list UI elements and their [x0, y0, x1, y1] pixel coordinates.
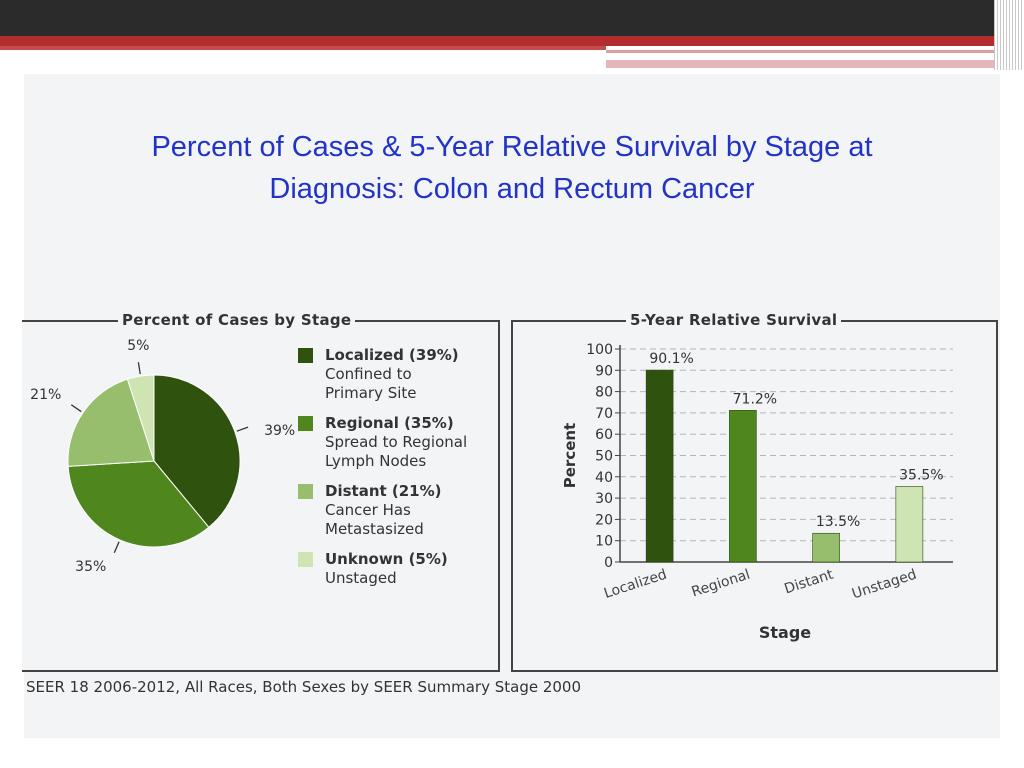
pie-label-localized: 39% [264, 423, 295, 439]
pie-legend: Localized (39%) Confined to Primary Site… [298, 346, 498, 618]
slide-title-line1: Percent of Cases & 5-Year Relative Survi… [151, 131, 873, 163]
y-tick-label: 40 [595, 470, 613, 486]
pie-slice-distant [67, 378, 155, 467]
y-tick-label: 50 [595, 449, 613, 465]
bar-localized [645, 369, 674, 563]
legend-title-distant: Distant (21%) [325, 482, 442, 500]
legend-desc-regional-1: Spread to Regional [325, 433, 468, 451]
pie-leader-localized [236, 426, 249, 432]
slide-title: Percent of Cases & 5-Year Relative Survi… [24, 126, 1000, 210]
legend-item-unknown: Unknown (5%) Unstaged [298, 550, 498, 618]
pie-label-regional: 35% [75, 559, 106, 575]
bar-chart: 0 10 20 30 40 50 60 70 80 90 100 90.1% Localized 71.2… [561, 342, 953, 642]
legend-desc-unknown-1: Unstaged [325, 569, 397, 587]
legend-item-localized: Localized (39%) Confined to Primary Site [298, 346, 498, 414]
bar-data-label-regional: 71.2% [733, 391, 777, 407]
pie-slice-unknown [126, 374, 155, 462]
legend-title-localized: Localized (39%) [325, 346, 459, 364]
x-tick-label-regional: Regional [690, 567, 752, 601]
bar-distant [812, 532, 840, 563]
pie-panel: Percent of Cases by Stage 39% 35% 21% 5% Lo… [22, 311, 500, 672]
legend-desc-regional-2: Lymph Nodes [325, 452, 427, 470]
bar-data-label-localized: 90.1% [649, 351, 693, 367]
bar-panel: 5-Year Relative Survival 0 10 20 30 40 50 60 70… [511, 311, 998, 672]
legend-item-distant: Distant (21%) Cancer Has Metastasized [298, 482, 498, 550]
y-axis-title: Percent [561, 423, 579, 488]
pie-leader-unknown [137, 362, 141, 375]
x-axis-title: Stage [759, 623, 811, 642]
slide-title-line2: Diagnosis: Colon and Rectum Cancer [269, 173, 755, 205]
legend-item-regional: Regional (35%) Spread to Regional Lymph … [298, 414, 498, 482]
bar-regional [729, 410, 757, 563]
pie-label-distant: 21% [30, 387, 61, 403]
x-tick-label-unknown: Unstaged [850, 567, 919, 603]
y-tick-label: 30 [595, 491, 613, 507]
legend-desc-localized-1: Confined to [325, 365, 412, 383]
y-tick-label: 60 [595, 427, 613, 443]
bar-data-label-unknown: 35.5% [899, 467, 943, 483]
pie-slice-localized [153, 374, 241, 528]
x-tick-label-distant: Distant [782, 566, 835, 597]
slide: Percent of Cases & 5-Year Relative Survi… [22, 74, 1000, 738]
y-tick-label: 10 [595, 534, 613, 550]
y-tick-label: 0 [604, 555, 613, 571]
legend-swatch-regional [298, 416, 313, 431]
legend-swatch-localized [298, 348, 313, 363]
top-dark-bar [0, 0, 1024, 36]
pie-label-unknown: 5% [127, 338, 149, 354]
x-tick-label-localized: Localized [602, 567, 669, 602]
y-tick-label: 90 [595, 363, 613, 379]
top-accent-line-2 [606, 60, 1000, 68]
bar-unknown [895, 486, 924, 563]
legend-desc-distant-2: Metastasized [325, 520, 424, 538]
y-tick-label: 20 [595, 512, 613, 528]
pie-leader-regional [113, 541, 120, 554]
bar-chart-title: 5-Year Relative Survival [626, 311, 842, 329]
legend-desc-localized-2: Primary Site [325, 384, 417, 402]
top-red-bar-lower [0, 46, 606, 50]
pie-chart: 39% 35% 21% 5% [30, 338, 295, 575]
legend-title-unknown: Unknown (5%) [325, 550, 448, 568]
top-accent-line [606, 50, 1000, 53]
bar-data-label-distant: 13.5% [816, 514, 860, 530]
legend-swatch-distant [298, 484, 313, 499]
pie-leader-distant [70, 404, 82, 413]
pie-slice-regional [67, 460, 210, 548]
corner-stripes [994, 0, 1024, 70]
pie-chart-title: Percent of Cases by Stage [118, 311, 356, 329]
top-red-bar [0, 36, 1000, 46]
legend-title-regional: Regional (35%) [325, 414, 454, 432]
y-tick-label: 100 [586, 342, 613, 358]
legend-swatch-unknown [298, 552, 313, 567]
y-tick-label: 70 [595, 406, 613, 422]
source-note: SEER 18 2006-2012, All Races, Both Sexes… [26, 678, 582, 696]
y-tick-label: 80 [595, 385, 613, 401]
legend-desc-distant-1: Cancer Has [325, 501, 411, 519]
